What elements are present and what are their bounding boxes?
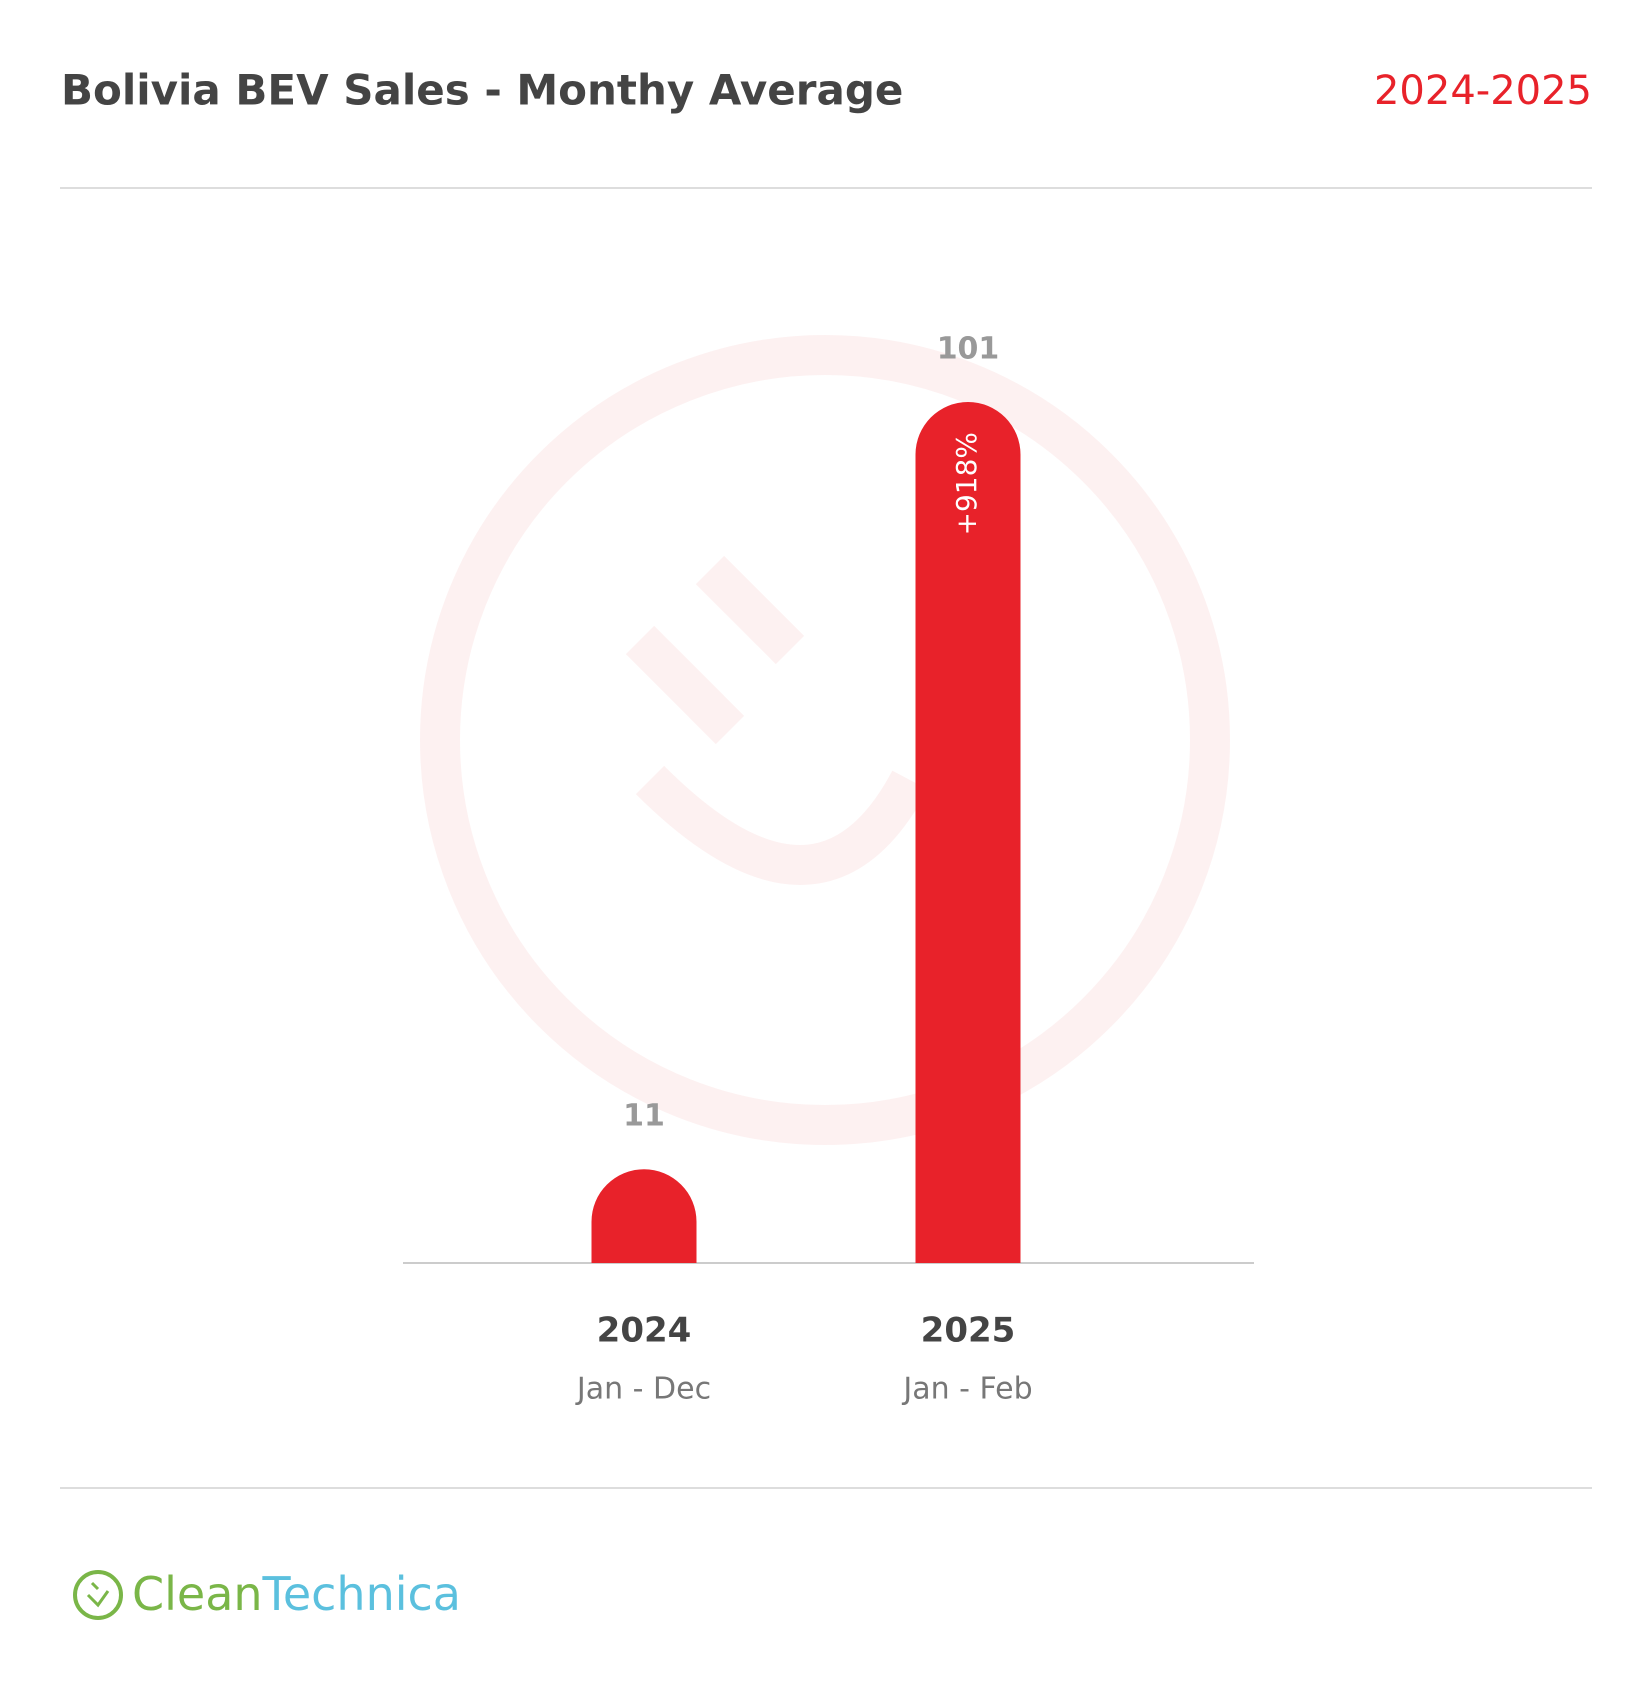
logo-icon: [73, 1570, 123, 1620]
bar: [915, 402, 1021, 1264]
x-tick-sublabel: Jan - Feb: [901, 1372, 1032, 1407]
annotation: +918%: [950, 432, 983, 536]
chart-title: Bolivia BEV Sales - Monthy Average: [61, 66, 903, 115]
logo-clean: Clean: [132, 1567, 263, 1621]
bar: [591, 1169, 697, 1263]
value-label: 11: [623, 1099, 665, 1134]
logo-icon-plug: [86, 1581, 110, 1608]
logo: CleanTechnica: [73, 1567, 461, 1621]
watermark: [420, 335, 1230, 1145]
x-tick-label: 2025: [921, 1311, 1016, 1351]
x-tick-sublabel: Jan - Dec: [575, 1372, 711, 1407]
watermark-plug: [625, 555, 928, 885]
watermark-circle: [420, 335, 1230, 1145]
logo-text: CleanTechnica: [132, 1567, 461, 1621]
logo-technica: Technica: [262, 1567, 461, 1621]
x-tick-label: 2024: [597, 1311, 692, 1351]
value-label: 101: [937, 332, 1000, 367]
chart-subtitle: 2024-2025: [1374, 68, 1592, 114]
